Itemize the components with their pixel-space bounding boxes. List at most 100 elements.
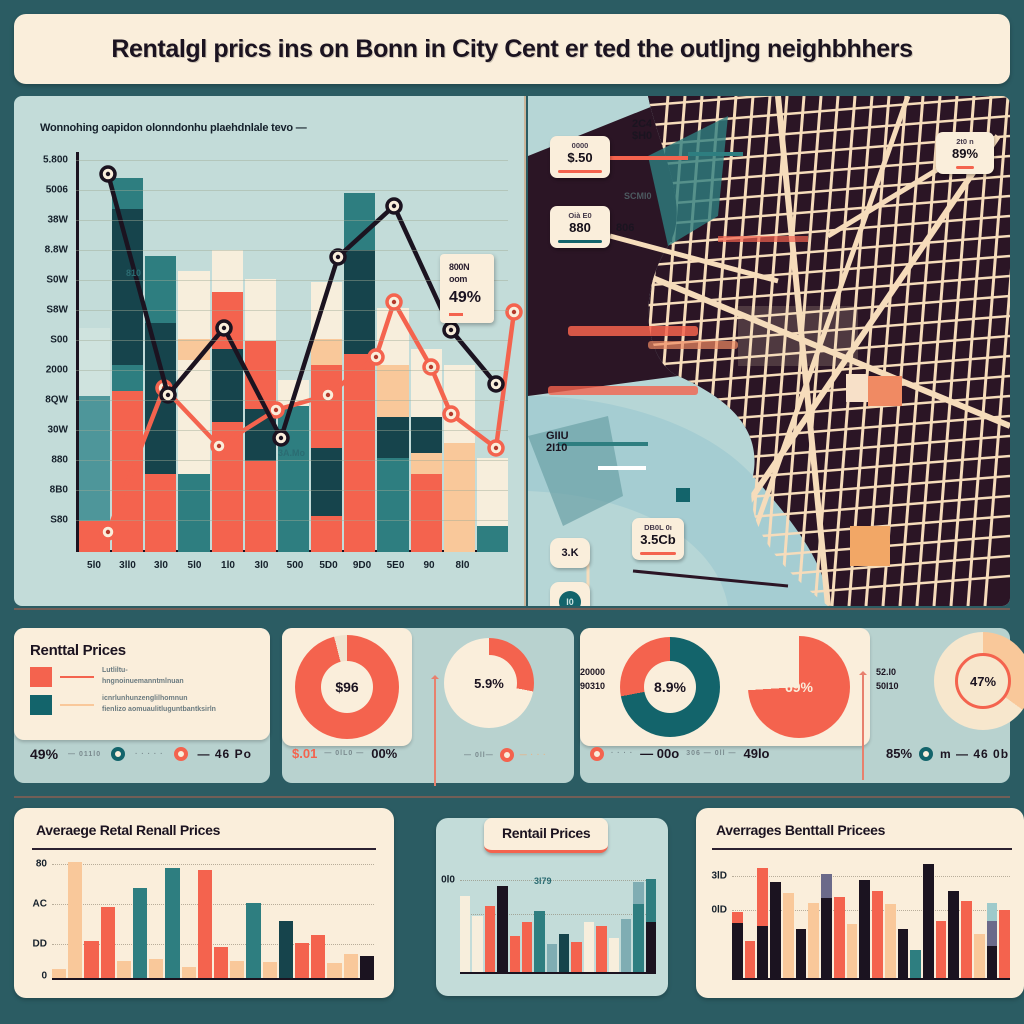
bottom-bar-segment (197, 870, 213, 980)
bottom-badge-title-1[interactable]: Rentail Prices (484, 818, 609, 853)
line-marker-dot (428, 364, 434, 370)
map-card-3[interactable]: DB0L 0ı 3.5Cb (632, 518, 684, 560)
donut-value-2: 8.9% (644, 661, 696, 713)
bottom-bar-segment (923, 864, 934, 980)
donut-chart-4[interactable]: 47% (934, 632, 1024, 730)
y-tick-label: S80 (50, 514, 68, 526)
bottom-bar-segment (133, 887, 148, 980)
bottom-bar-segment (770, 882, 781, 980)
bottom-ytick: 80 (35, 858, 47, 870)
bottom-bar (497, 886, 508, 974)
bar-segment (244, 461, 276, 552)
bottom-bar-segment (859, 879, 871, 980)
x-tick-label: 3ll0 (119, 560, 136, 571)
donut-chart-1[interactable]: 5.9% (444, 638, 534, 728)
bottom-bar-segment (497, 886, 508, 974)
bottom-axis-1 (460, 972, 656, 974)
donut-c-foot-dash: · · · · (611, 750, 634, 757)
bottom-bar-segment (262, 962, 277, 980)
bottom-bar-segment (546, 944, 557, 974)
bottom-bar-segment (961, 900, 972, 980)
line-marker-dot (448, 411, 454, 417)
inline-label-b: 3A.Mo (278, 448, 305, 458)
bottom-bar (596, 926, 607, 974)
map-marker[interactable] (676, 488, 690, 502)
bottom-bar-segment (571, 942, 582, 974)
bottom-bar (910, 949, 922, 980)
bar-segment (311, 515, 343, 552)
y-tick-label: 5006 (45, 184, 68, 196)
tooltip-line2: oom (449, 274, 468, 285)
gridline (76, 250, 508, 251)
gridline (76, 190, 508, 191)
map-panel[interactable]: 0000 $.50 Oià E0 880 2t0 n 89% DB0L 0ı 3… (528, 96, 1010, 606)
map-card-0[interactable]: 0000 $.50 (550, 136, 610, 178)
bottom-bar-segment (645, 922, 656, 974)
bottom-bar (165, 867, 180, 980)
bottom-bar-segment (165, 867, 180, 980)
main-chart-panel: Wonnohing oapidon olonndonhu plaehdnlale… (14, 96, 526, 606)
bottom-bar-segment (821, 873, 832, 899)
donut-chart-2[interactable]: 8.9% (620, 637, 720, 737)
bottom-bar-segment (808, 903, 820, 980)
map-pin-card-small[interactable]: 3.K (550, 538, 590, 568)
legend-title: Renttal Prices (30, 642, 126, 659)
legend-connector (60, 675, 94, 678)
bar-segment (344, 354, 376, 552)
bottom-title-0: Averaege Retal Renall Prices (36, 822, 221, 838)
bottom-bar (859, 879, 871, 980)
bottom-bar-segment (872, 890, 883, 980)
mid-axis-label-0: 20000 90310 (580, 667, 606, 691)
legend-item-1[interactable]: icnrlunhunzenglilhomnun fienlizo aomuaul… (30, 694, 254, 715)
map-leader-3 (826, 165, 942, 239)
legend-card[interactable]: Renttal Prices Lutliltu- hngnoinuemanntm… (14, 628, 270, 740)
chart-tooltip-card[interactable]: 800N oom 49% (440, 254, 494, 323)
bottom-bar-segment (633, 882, 644, 904)
donut-a-foot-value: $.01 (292, 746, 318, 761)
line-marker-dot (105, 529, 111, 535)
bottom-bar-segment (782, 893, 794, 980)
tooltip-value: 49% (449, 289, 482, 307)
bottom-bar (872, 890, 883, 980)
bottom-card-1[interactable]: 0l0 3l79 (436, 818, 668, 996)
bottom-bar-segment (311, 935, 326, 980)
map-card-2[interactable]: 2t0 n 89% (936, 132, 994, 174)
bar-segment (112, 390, 144, 552)
donut-value-0: $96 (321, 661, 373, 713)
y-tick-label: 8QW (45, 394, 68, 406)
map-pin-card[interactable]: I0 (550, 582, 590, 606)
donut-a-footer: $.01 — 0lL0 — 00% (292, 746, 397, 761)
gridline (76, 430, 508, 431)
bottom-bar-segment (986, 921, 998, 946)
donut-chart-0[interactable]: $96 (295, 635, 399, 739)
map-card-1[interactable]: Oià E0 880 (550, 206, 610, 248)
donut-card-b[interactable]: 8.9% 69% (580, 628, 870, 746)
bottom-card-0[interactable]: Averaege Retal Renall Prices 80 AC DD 0 (14, 808, 394, 998)
bottom-bar (744, 940, 756, 980)
line-marker-dot (373, 354, 379, 360)
bottom-card-2[interactable]: Averrages Benttall Pricees 3lD 0lD (696, 808, 1024, 998)
donut-chart-3[interactable]: 69% (748, 636, 850, 738)
bar-segment (410, 474, 442, 552)
bottom-bar (935, 921, 947, 980)
y-tick-label: 8.8W (44, 244, 68, 256)
bottom-bar (897, 928, 909, 980)
bottom-bar-segment (620, 919, 632, 974)
bottom-bar (782, 893, 794, 980)
y-tick-label: 5.800 (42, 154, 68, 166)
bottom-bar (181, 967, 196, 980)
legend-item-0[interactable]: Lutliltu- hngnoinuemanntmlnuan (30, 666, 254, 687)
y-tick-label: S00 (50, 334, 68, 346)
bottom-bar (884, 904, 896, 980)
line-marker-dot (165, 392, 171, 398)
bottom-bar-segment (230, 961, 245, 980)
legend-label-0: Lutliltu- hngnoinuemanntmlnuan (102, 667, 184, 685)
y-tick-label: 30W (47, 424, 68, 436)
bottom-bar-segment (910, 949, 922, 980)
gridline (76, 490, 508, 491)
donut-card-a[interactable]: $96 (282, 628, 412, 746)
bottom-bar-segment (596, 926, 607, 974)
bottom-bar-segment (973, 933, 985, 980)
bottom-bar (795, 928, 807, 980)
bottom-bar-segment (897, 928, 909, 980)
